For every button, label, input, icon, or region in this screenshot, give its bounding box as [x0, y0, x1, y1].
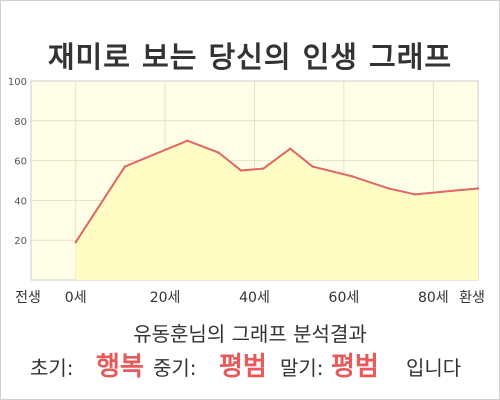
y-tick-label-1: 40	[14, 196, 27, 207]
x-tick-label-4: 60세	[329, 290, 360, 306]
y-tick-labels: 20 40 60 80 100	[8, 77, 27, 247]
analysis-result: 초기: 행복 중기: 평범 말기: 평범 입니다	[0, 346, 500, 382]
data-point-2	[186, 139, 189, 142]
area-fill	[75, 140, 478, 280]
data-point-6	[289, 147, 292, 150]
area-series	[74, 139, 480, 280]
data-point-3	[217, 151, 220, 154]
data-point-0	[74, 240, 77, 244]
data-point-5	[262, 167, 265, 170]
data-point-7	[311, 165, 314, 168]
x-tick-label-0: 전생	[15, 290, 41, 306]
data-point-12	[476, 187, 480, 190]
early-value: 행복	[96, 352, 144, 382]
x-tick-label-1: 0세	[65, 290, 87, 306]
y-tick-label-4: 100	[8, 77, 27, 88]
middle-label: 중기:	[153, 356, 197, 380]
analysis-title: 유동훈님의 그래프 분석결과	[133, 322, 367, 346]
late-value: 평범	[331, 352, 379, 382]
chart-title: 재미로 보는 당신의 인생 그래프	[47, 40, 453, 74]
data-point-4	[239, 169, 243, 172]
x-tick-label-7: 환생	[459, 290, 485, 306]
data-point-10	[414, 193, 417, 196]
late-label: 말기:	[280, 356, 324, 380]
middle-value: 평범	[219, 352, 267, 382]
data-point-11	[454, 189, 457, 192]
y-tick-label-2: 60	[14, 157, 27, 168]
y-tick-label-0: 20	[14, 236, 27, 247]
y-tick-label-3: 80	[14, 117, 27, 128]
early-label: 초기:	[30, 356, 74, 380]
x-tick-label-5: 80세	[418, 290, 449, 306]
data-point-8	[351, 175, 355, 178]
x-tick-label-3: 40세	[239, 290, 270, 306]
ending-text: 입니다	[406, 356, 462, 380]
data-point-1	[123, 165, 127, 168]
x-tick-labels: 전생0세20세40세60세80세100세환생	[15, 290, 485, 306]
x-tick-label-2: 20세	[150, 290, 181, 306]
data-point-9	[387, 187, 390, 190]
